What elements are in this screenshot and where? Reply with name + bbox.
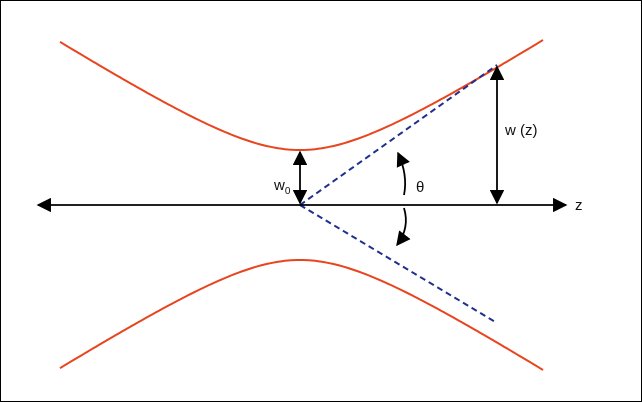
divergence-line-upper (299, 64, 498, 206)
divergence-line-lower (299, 204, 498, 324)
waist-label: w0 (273, 177, 291, 197)
beam-lower-edge (59, 259, 544, 371)
angle-label: θ (416, 179, 424, 196)
angle-arc-upper (396, 151, 410, 196)
waist-symbol: w (273, 177, 285, 194)
axis-label: z (575, 197, 583, 214)
radius-label: w (z) (504, 122, 538, 139)
waist-subscript: 0 (285, 186, 291, 197)
beam-upper-edge (59, 39, 544, 151)
angle-arc-lower (396, 207, 411, 247)
